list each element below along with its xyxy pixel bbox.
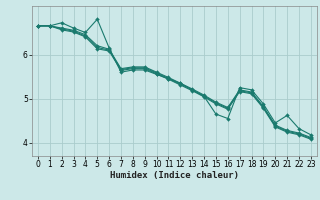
- X-axis label: Humidex (Indice chaleur): Humidex (Indice chaleur): [110, 171, 239, 180]
